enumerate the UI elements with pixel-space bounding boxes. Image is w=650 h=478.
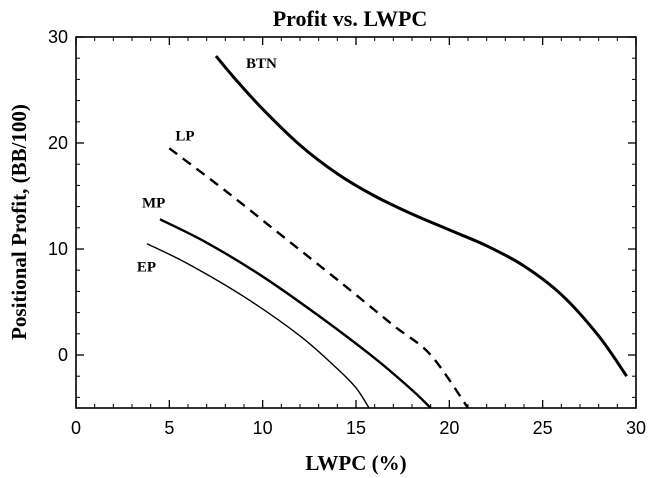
plot-frame <box>75 36 637 409</box>
series-line-mp <box>159 218 432 409</box>
y-tick-label: 10 <box>48 239 68 259</box>
series-label-mp: MP <box>142 195 165 211</box>
series-label-ep: EP <box>137 260 156 276</box>
x-tick-label: 0 <box>71 418 81 438</box>
x-axis-label: LWPC (%) <box>305 451 406 475</box>
x-tick-label: 15 <box>346 418 366 438</box>
series-lines <box>146 55 628 409</box>
x-tick-label: 25 <box>533 418 553 438</box>
series-label-lp: LP <box>175 128 194 144</box>
chart-title: Profit vs. LWPC <box>273 6 428 31</box>
axis-ticks: 0 5 10 15 20 25 30 0 10 20 30 <box>48 27 646 438</box>
series-labels: BTN LP MP EP <box>137 56 277 276</box>
series-label-btn: BTN <box>246 56 277 72</box>
y-axis-label: Positional Profit, (BB/100) <box>7 104 31 340</box>
y-tick-label: 0 <box>58 345 68 365</box>
series-line-ep <box>146 243 370 409</box>
y-tick-label: 20 <box>48 133 68 153</box>
x-tick-label: 20 <box>439 418 459 438</box>
y-tick-label: 30 <box>48 27 68 47</box>
x-tick-label: 30 <box>626 418 646 438</box>
plot-area: 0 5 10 15 20 25 30 0 10 20 30 BTN LP MP EP <box>48 27 646 438</box>
series-line-btn <box>214 55 628 378</box>
series-line-lp <box>168 147 469 409</box>
x-tick-label: 5 <box>164 418 174 438</box>
x-tick-label: 10 <box>253 418 273 438</box>
